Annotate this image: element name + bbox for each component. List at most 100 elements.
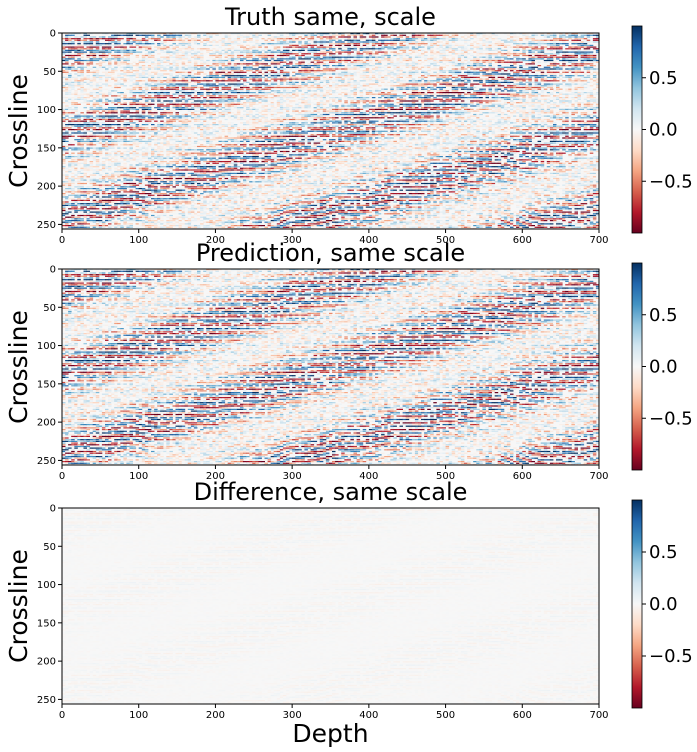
heatmap-cell — [135, 76, 140, 78]
heatmap-cell — [175, 76, 179, 78]
heatmap-cell — [543, 88, 548, 90]
heatmap-cell — [454, 85, 459, 87]
heatmap-cell — [144, 71, 149, 73]
heatmap-cell — [402, 41, 407, 43]
heatmap-cell — [565, 36, 569, 38]
heatmap-cell — [307, 43, 311, 45]
heatmap-cell — [371, 68, 376, 70]
heatmap-cell — [301, 58, 305, 60]
heatmap-cell — [92, 58, 97, 60]
heatmap-cell — [62, 73, 66, 75]
heatmap-cell — [209, 49, 213, 51]
heatmap-cell — [347, 81, 351, 83]
heatmap-cell — [147, 51, 152, 53]
heatmap-cell — [325, 71, 330, 73]
heatmap-cell — [577, 39, 581, 41]
heatmap-cell — [390, 76, 394, 78]
heatmap-cell — [350, 43, 354, 45]
heatmap-cell — [282, 39, 287, 41]
heatmap-cell — [451, 44, 456, 46]
heatmap-cell — [325, 75, 330, 77]
heatmap-cell — [209, 86, 213, 89]
heatmap-cell — [421, 88, 425, 90]
heatmap-cell — [427, 65, 431, 67]
heatmap-cell — [289, 81, 293, 83]
heatmap-cell — [230, 39, 235, 41]
heatmap-cell — [227, 48, 232, 50]
heatmap-cell — [375, 41, 379, 43]
heatmap-cell — [476, 71, 480, 73]
heatmap-cell — [105, 44, 109, 46]
heatmap-cell — [568, 59, 572, 62]
heatmap-cell — [580, 63, 585, 65]
heatmap-cell — [338, 61, 342, 63]
heatmap-cell — [298, 46, 302, 48]
heatmap-cell — [325, 78, 330, 80]
heatmap-cell — [427, 58, 431, 60]
heatmap-cell — [476, 65, 480, 67]
heatmap-cell — [491, 46, 496, 48]
heatmap-cell — [108, 65, 112, 67]
heatmap-cell — [344, 43, 348, 45]
heatmap-cell — [89, 58, 94, 60]
heatmap-cell — [178, 39, 183, 41]
heatmap-cell — [193, 78, 198, 80]
heatmap-cell — [381, 58, 385, 60]
heatmap-cell — [411, 34, 416, 36]
heatmap-cell — [108, 59, 112, 62]
heatmap-cell — [464, 53, 468, 55]
heatmap-cell — [295, 53, 299, 55]
heatmap-cell — [338, 56, 342, 58]
heatmap-cell — [71, 34, 75, 36]
heatmap-cell — [329, 38, 333, 40]
heatmap-cell — [111, 58, 115, 60]
heatmap-cell — [556, 48, 560, 50]
heatmap-cell — [500, 81, 505, 83]
heatmap-cell — [583, 63, 588, 65]
heatmap-cell — [313, 56, 318, 58]
heatmap-cell — [74, 49, 78, 51]
heatmap-cell — [470, 68, 474, 70]
heatmap-cell — [292, 34, 296, 36]
heatmap-cell — [304, 93, 308, 95]
heatmap-cell — [338, 48, 342, 50]
heatmap-cell — [111, 90, 115, 92]
heatmap-cell — [454, 38, 459, 40]
heatmap-cell — [528, 70, 532, 72]
heatmap-cell — [301, 81, 305, 83]
heatmap-cell — [402, 53, 407, 55]
heatmap-cell — [169, 90, 173, 92]
heatmap-cell — [488, 56, 492, 58]
heatmap-cell — [522, 85, 526, 87]
heatmap-cell — [310, 70, 315, 72]
heatmap-cell — [224, 80, 229, 82]
heatmap-cell — [144, 81, 149, 83]
heatmap-cell — [319, 73, 324, 75]
heatmap-cell — [528, 63, 532, 65]
heatmap-cell — [350, 92, 354, 94]
heatmap-cell — [362, 71, 367, 73]
heatmap-cell — [193, 86, 198, 89]
heatmap-cell — [460, 78, 465, 80]
heatmap-cell — [135, 68, 140, 70]
heatmap-cell — [236, 34, 241, 36]
heatmap-cell — [273, 80, 278, 82]
heatmap-cell — [258, 43, 262, 45]
heatmap-cell — [307, 63, 311, 65]
heatmap-cell — [181, 70, 186, 72]
heatmap-cell — [522, 93, 526, 95]
heatmap-cell — [332, 34, 336, 36]
heatmap-cell — [414, 68, 419, 70]
heatmap-cell — [393, 85, 397, 87]
heatmap-cell — [556, 63, 560, 65]
heatmap-cell — [356, 58, 361, 60]
heatmap-cell — [154, 49, 158, 51]
heatmap-cell — [546, 65, 551, 67]
heatmap-cell — [215, 48, 219, 50]
heatmap-cell — [362, 76, 367, 78]
heatmap-cell — [362, 36, 367, 38]
heatmap-cell — [301, 88, 305, 90]
heatmap-cell — [457, 65, 462, 67]
heatmap-cell — [292, 92, 296, 94]
heatmap-cell — [371, 93, 376, 95]
